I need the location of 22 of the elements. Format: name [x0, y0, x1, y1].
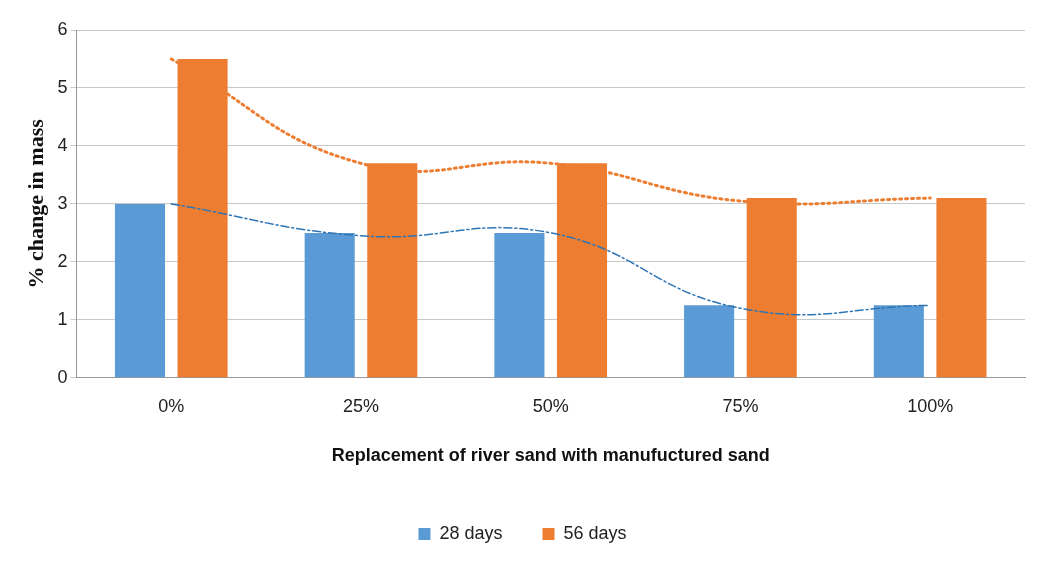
x-tick-label: 50%: [532, 395, 569, 416]
bar: [494, 232, 545, 378]
y-tick-label: 4: [57, 134, 68, 155]
y-axis-title: % change in mass: [22, 118, 48, 289]
x-tick-label: 25%: [342, 395, 379, 416]
y-tick-label: 0: [57, 366, 68, 387]
legend-label: 56 days: [563, 522, 627, 543]
bar: [936, 198, 987, 378]
bar: [114, 203, 166, 378]
y-tick-label: 1: [57, 308, 68, 329]
x-tick-label: 100%: [907, 395, 954, 416]
x-tick-label: 0%: [158, 395, 185, 416]
y-tick-label: 5: [57, 76, 68, 97]
bar: [873, 305, 924, 378]
y-tick-label: 6: [57, 18, 68, 39]
bar: [684, 305, 735, 378]
legend-label: 28 days: [439, 522, 503, 543]
y-tick-label: 3: [57, 192, 68, 213]
x-axis-title: Replacement of river sand with manufuctured sand: [331, 445, 770, 466]
y-tick-label: 2: [57, 250, 68, 271]
bar: [304, 232, 355, 378]
x-tick-label: 75%: [722, 395, 759, 416]
